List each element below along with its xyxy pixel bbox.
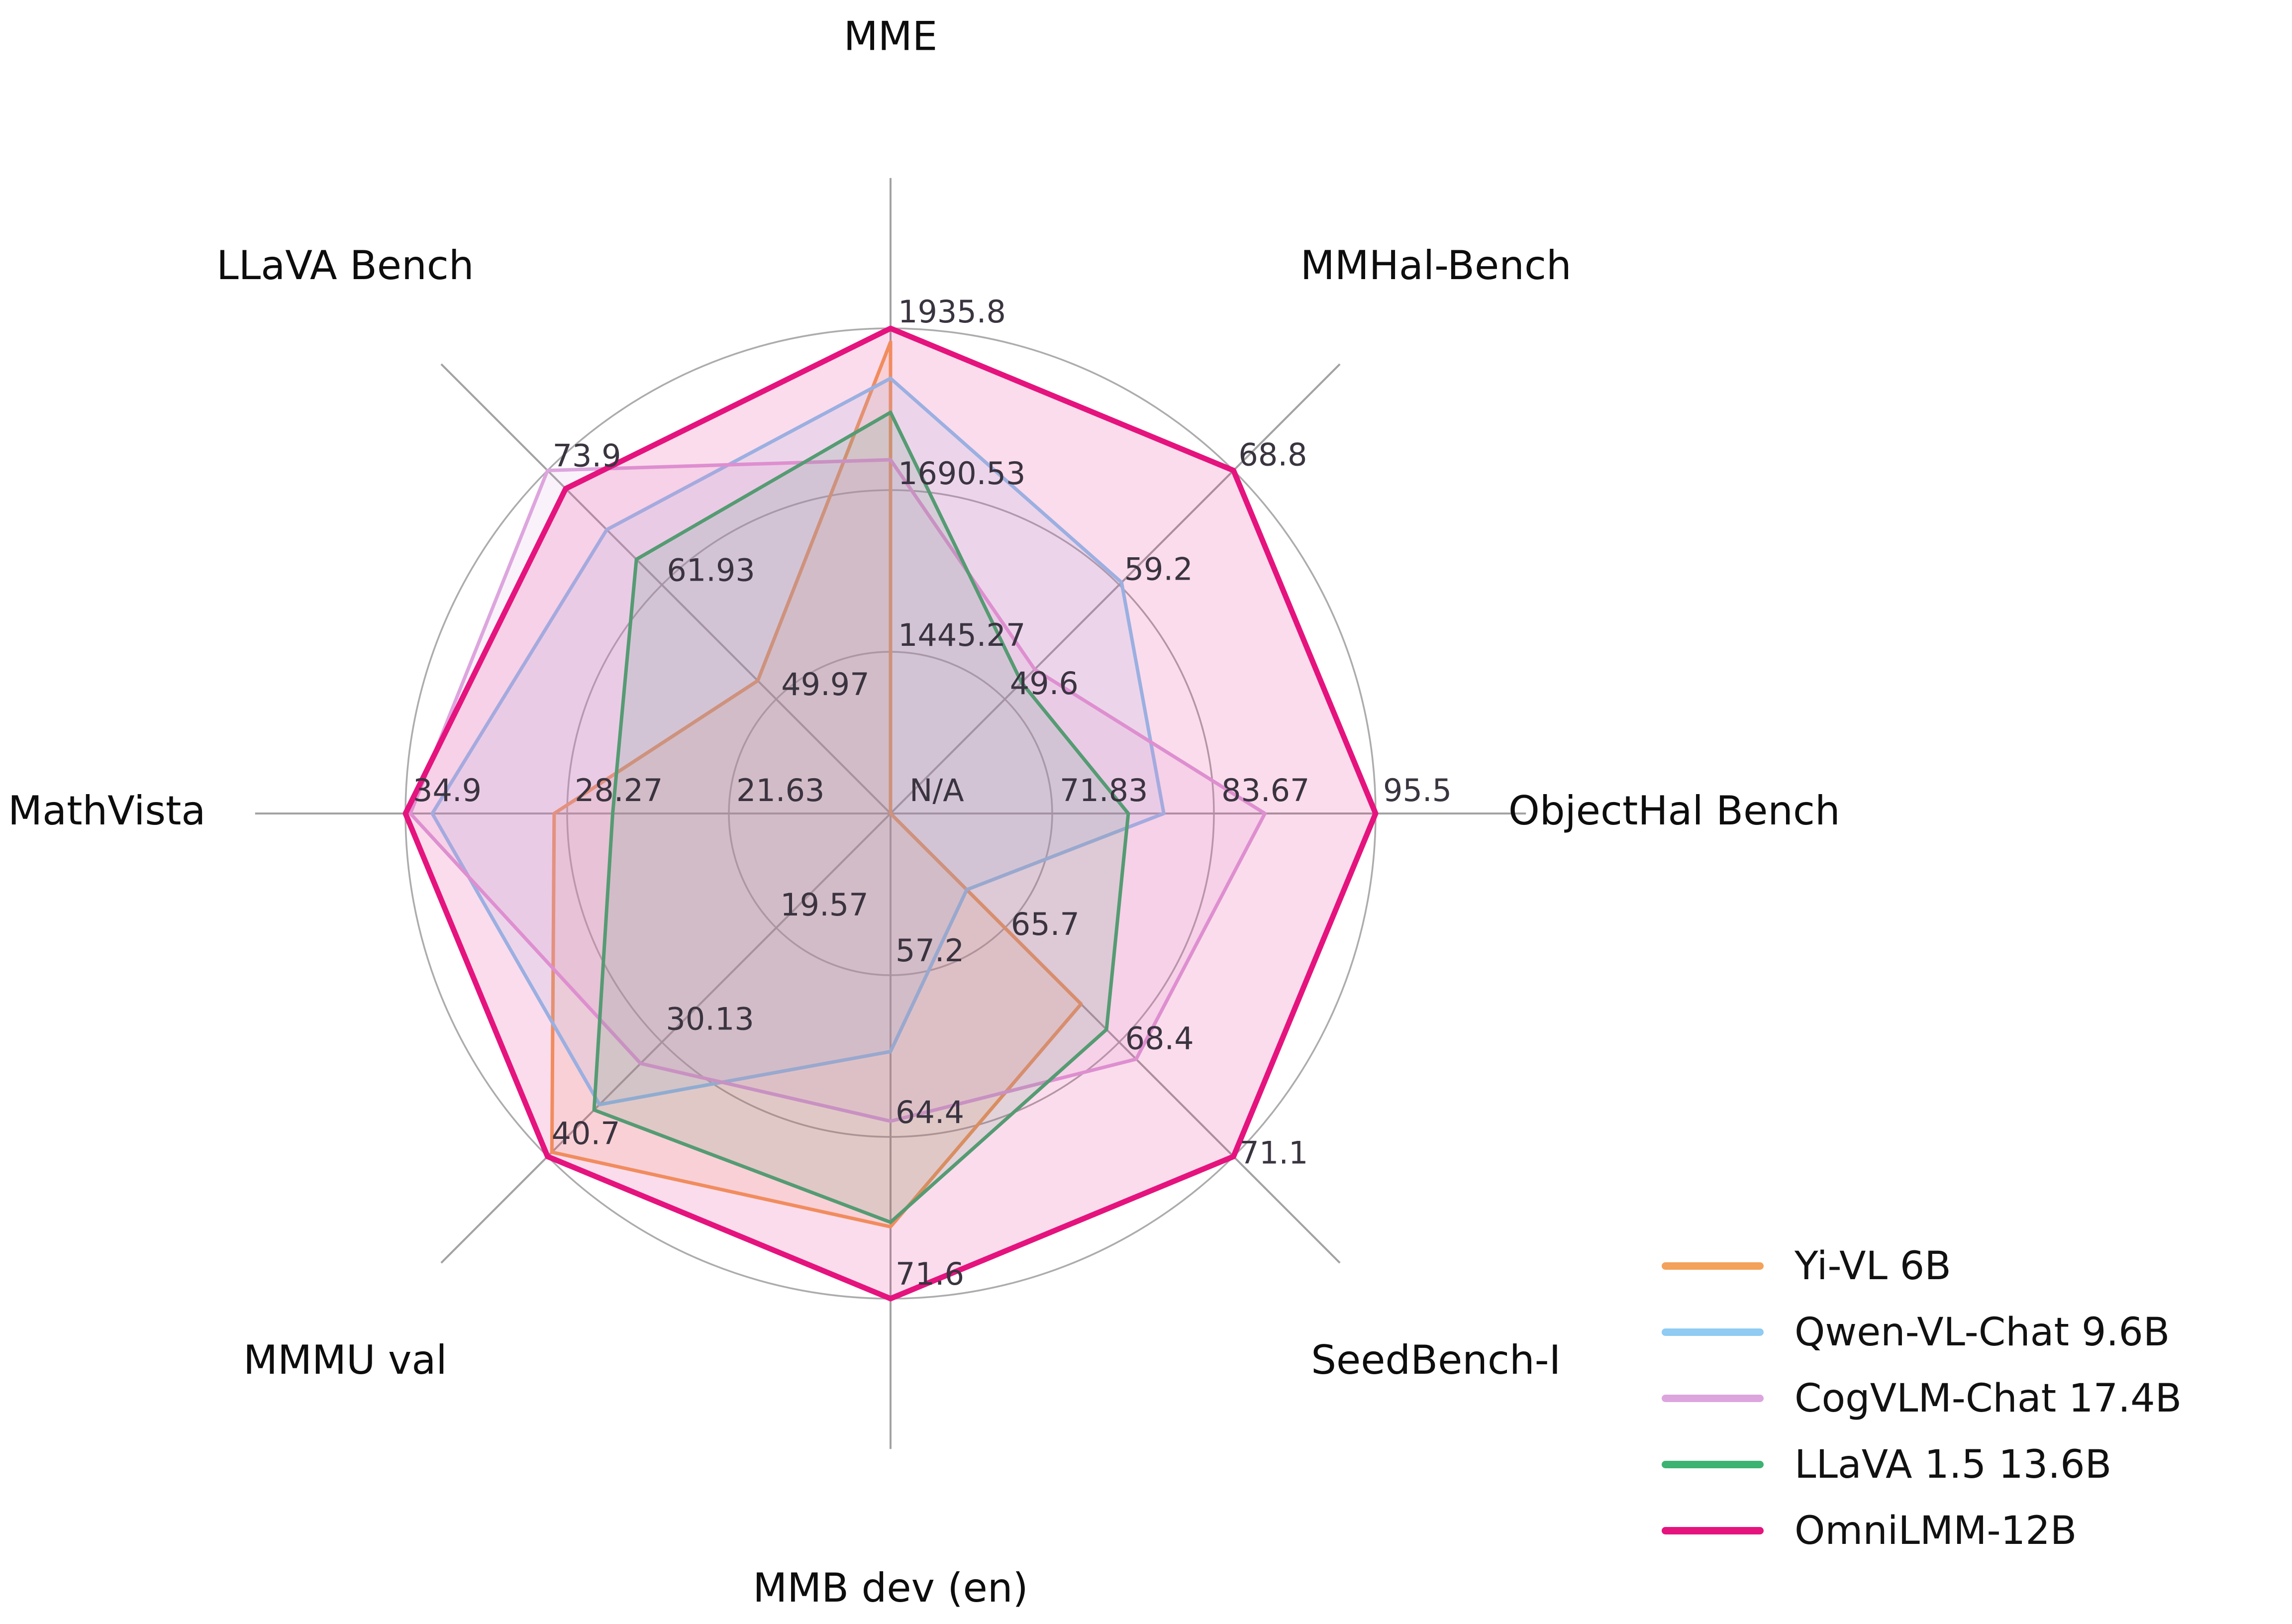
legend-item-cogvlm-chat-17-4b: CogVLM-Chat 17.4B (1662, 1365, 2182, 1431)
legend-swatch-icon (1662, 1395, 1764, 1402)
tick-label-seedbench-i-3: 71.1 (1239, 1134, 1308, 1171)
tick-label-mmhal-bench-1: 49.6 (1010, 665, 1079, 702)
tick-label-mmmu-val-1: 19.57 (780, 887, 869, 923)
legend-label: LLaVA 1.5 13.6B (1794, 1442, 2112, 1487)
tick-label-mathvista-2: 28.27 (575, 772, 663, 809)
legend-label: OmniLMM-12B (1794, 1508, 2077, 1553)
tick-label-mme-1: 1445.27 (898, 617, 1025, 653)
tick-label-llava-bench-1: 49.97 (781, 666, 870, 703)
legend-swatch-icon (1662, 1461, 1764, 1468)
legend-label: CogVLM-Chat 17.4B (1794, 1376, 2182, 1421)
axis-title-mathvista: MathVista (8, 788, 205, 834)
tick-label-objecthal-bench-3: 95.5 (1383, 772, 1452, 809)
tick-label-seedbench-i-1: 65.7 (1011, 906, 1080, 942)
tick-label-mmb-dev-en--3: 71.6 (896, 1256, 964, 1292)
tick-label-mmhal-bench-3: 68.8 (1238, 437, 1307, 473)
axis-title-llava-bench: LLaVA Bench (216, 242, 474, 289)
legend-swatch-icon (1662, 1262, 1764, 1270)
axis-title-mmb-dev-en-: MMB dev (en) (753, 1565, 1028, 1611)
chart-legend: Yi-VL 6B Qwen-VL-Chat 9.6B CogVLM-Chat 17.… (1662, 1233, 2182, 1564)
legend-label: Qwen-VL-Chat 9.6B (1794, 1310, 2170, 1355)
axis-title-seedbench-i: SeedBench-I (1311, 1337, 1561, 1383)
axis-title-objecthal-bench: ObjectHal Bench (1508, 788, 1840, 834)
tick-label-mme-2: 1690.53 (898, 455, 1025, 492)
legend-swatch-icon (1662, 1328, 1764, 1336)
tick-label-mmb-dev-en--1: 57.2 (896, 932, 964, 969)
axis-title-mmmu-val: MMMU val (243, 1337, 447, 1383)
tick-label-mmmu-val-3: 40.7 (552, 1115, 620, 1151)
tick-label-mme-3: 1935.8 (898, 294, 1006, 330)
tick-label-objecthal-bench-1: 71.83 (1060, 772, 1148, 809)
tick-label-mmhal-bench-2: 59.2 (1124, 551, 1193, 587)
legend-label: Yi-VL 6B (1794, 1243, 1951, 1289)
series-polygon-yi-vl-6b (550, 340, 1083, 1229)
legend-item-llava-1-5-13-6b: LLaVA 1.5 13.6B (1662, 1431, 2182, 1498)
tick-label-mathvista-1: 21.63 (736, 772, 825, 809)
axis-title-mme: MME (844, 13, 938, 60)
legend-item-omnilmm-12b: OmniLMM-12B (1662, 1498, 2182, 1564)
series-polygon-llava-1-5-13-6b (592, 410, 1130, 1224)
tick-label-llava-bench-2: 61.93 (667, 552, 755, 588)
tick-label-mathvista-3: 34.9 (413, 772, 482, 809)
series-polygon-cogvlm-chat-17-4b (408, 458, 1267, 1123)
series-polygon-qwen-vl-chat-9-6b (430, 376, 1166, 1107)
center-na-label: N/A (909, 772, 964, 809)
tick-label-objecthal-bench-2: 83.67 (1221, 772, 1310, 809)
axis-title-mmhal-bench: MMHal-Bench (1300, 242, 1572, 289)
tick-label-seedbench-i-2: 68.4 (1125, 1020, 1194, 1057)
legend-item-yi-vl-6b: Yi-VL 6B (1662, 1233, 2182, 1299)
tick-label-mmb-dev-en--2: 64.4 (896, 1094, 964, 1130)
legend-item-qwen-vl-chat-9-6b: Qwen-VL-Chat 9.6B (1662, 1299, 2182, 1365)
legend-swatch-icon (1662, 1527, 1764, 1534)
series-polygon-omnilmm-12b (402, 325, 1379, 1302)
tick-label-mmmu-val-2: 30.13 (666, 1001, 754, 1037)
tick-label-llava-bench-3: 73.9 (553, 438, 621, 474)
